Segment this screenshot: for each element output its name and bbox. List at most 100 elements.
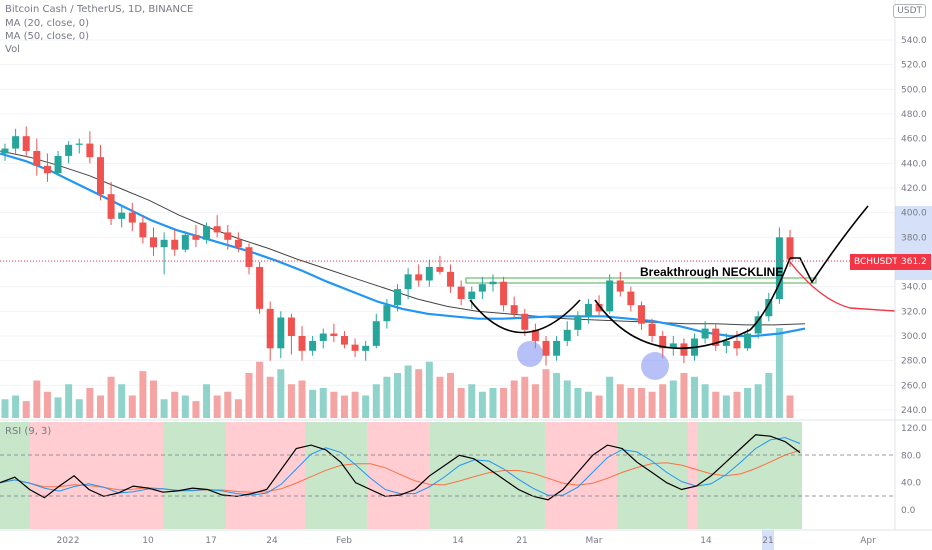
volume-bar [415,369,423,418]
volume-bar [595,395,603,418]
rsi-zone [617,422,688,529]
volume-bar [510,380,518,418]
volume-bars [1,328,794,418]
rsi-zones [0,422,802,529]
volume-bar [627,388,635,418]
candle-body [139,222,147,238]
volume-bar [468,384,476,418]
volume-bar [319,388,327,418]
volume-bar [754,384,762,418]
volume-bar [500,388,508,418]
candle-body [425,266,433,281]
candle-body [171,239,179,250]
candle-body [457,286,465,299]
candle-body [330,333,338,336]
price-axis[interactable]: 540.0 520.0 500.0 480.0 460.0 440.0 420.0 400.0… [901,36,927,416]
price-tick-label: 280.0 [901,357,927,367]
volume-bar [584,391,592,418]
candle-body [96,157,104,195]
volume-bar [65,384,73,418]
candle-body [744,333,752,349]
candle-body [680,343,688,356]
price-tick-label: 540.0 [901,36,927,46]
volume-bar [457,388,465,418]
volume-bar [436,376,444,418]
candle-body [234,239,242,248]
volume-bar [680,373,688,418]
time-axis[interactable]: 2022 10 17 24 Feb 14 21 Mar 14 21 Apr [57,536,877,546]
rsi-zone [688,422,697,529]
volume-bar [563,380,571,418]
currency-unit-badge[interactable]: USDT [893,4,926,18]
volume-bar [118,384,126,418]
rsi-axis[interactable]: 120.0 80.0 40.0 0.0 [901,424,927,516]
candle-body [43,165,51,174]
volume-bar [542,369,550,418]
volume-bar [277,369,285,418]
candle-body [754,316,762,334]
volume-bar [298,380,306,418]
rsi-slow-line [0,449,801,493]
rsi-tick-label: 0.0 [901,506,916,516]
neckline-band [465,277,817,284]
time-tick-label: 14 [452,536,464,546]
candle-body [54,155,62,174]
ma50-path [0,150,806,326]
time-tick-label: 21 [516,536,527,546]
candle-body [383,305,391,322]
volume-bar [107,376,115,418]
candle-body [574,316,582,330]
time-tick-label: 21 [762,536,773,546]
candle-body [1,148,9,154]
candle-body [118,212,126,219]
candle-body [478,284,486,292]
time-tick-label: 2022 [57,536,80,546]
volume-bar [447,373,455,418]
volume-bar [224,391,232,418]
last-price-tag: 361.2 [897,254,931,270]
volume-bar [160,399,168,418]
volume-bar [637,388,645,418]
volume-bar [234,399,242,418]
price-tick-label: 300.0 [901,332,927,342]
volume-bar [150,380,158,418]
symbol-tag: BCHUSDT [850,254,902,270]
price-tick-label: 500.0 [901,85,927,95]
volume-bar [54,397,62,418]
volume-bar [648,391,656,418]
rsi-legend: RSI (9, 3) [5,426,52,437]
candle-body [22,136,30,151]
price-tick-label: 260.0 [901,381,927,391]
volume-bar [478,391,486,418]
candle-body [362,345,370,351]
price-tick-label: 420.0 [901,184,927,194]
volume-bar [309,389,317,418]
volume-bar [744,388,752,418]
left-low-marker [517,341,543,367]
volume-bar [425,361,433,418]
candle-body [447,271,455,287]
candles [1,126,794,366]
volume-bar [181,395,189,418]
candle-body [86,143,94,158]
candle-body [394,289,401,306]
volume-bar [531,384,539,418]
rsi-zone [430,422,545,529]
time-tick-label: 14 [700,536,712,546]
candle-body [489,281,497,285]
volume-bar [330,391,338,418]
right-cup-curve [594,257,791,350]
candle-body [627,291,635,306]
price-tick-label: 520.0 [901,61,927,71]
time-tick-label: 17 [205,536,216,546]
rsi-zone [226,422,305,529]
rsi-tick-label: 40.0 [901,479,921,489]
rsi-main-line [0,434,801,501]
candle-body [351,344,359,351]
volume-bar [722,395,730,418]
ma20-line [0,152,806,338]
chart-title: Bitcoin Cash / TetherUS, 1D, BINANCE [5,4,194,15]
volume-bar [606,376,614,418]
ma20-legend: MA (20, close, 0) [5,18,90,29]
